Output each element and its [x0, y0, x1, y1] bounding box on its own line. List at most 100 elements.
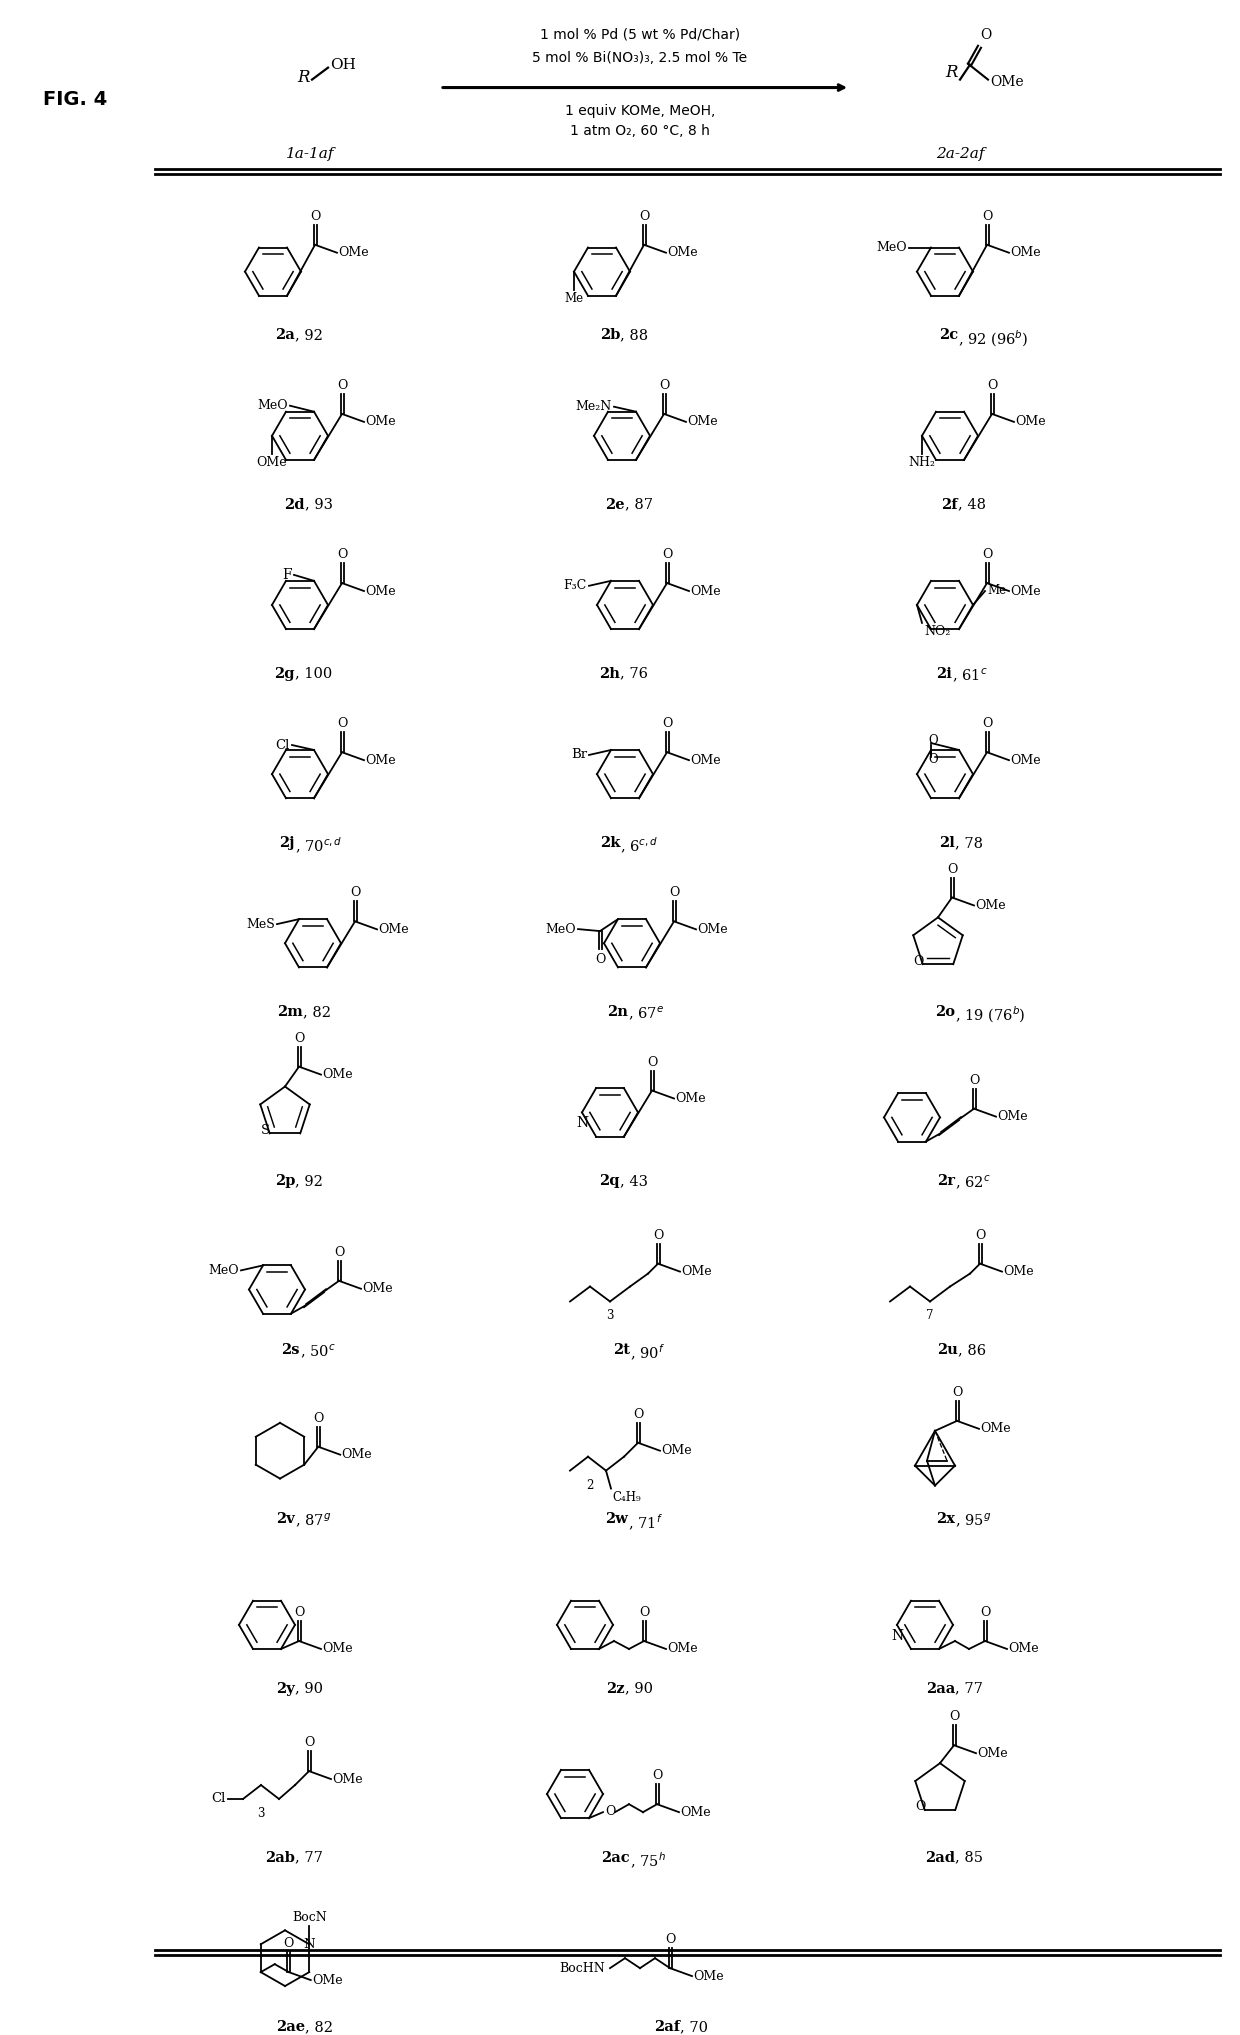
Text: O: O — [980, 1606, 991, 1620]
Text: O: O — [337, 547, 347, 562]
Text: OMe: OMe — [365, 584, 396, 598]
Text: O: O — [605, 1805, 615, 1817]
Text: OMe: OMe — [341, 1449, 372, 1461]
Text: O: O — [913, 954, 924, 969]
Text: O: O — [334, 1245, 345, 1260]
Text: 2s: 2s — [281, 1343, 300, 1357]
Text: O: O — [595, 952, 605, 967]
Text: O: O — [975, 1229, 986, 1241]
Text: NH₂: NH₂ — [909, 456, 935, 468]
Text: O: O — [294, 1606, 304, 1620]
Text: , 67$^e$: , 67$^e$ — [627, 1005, 663, 1024]
Text: 2t: 2t — [613, 1343, 630, 1357]
Text: NO₂: NO₂ — [924, 625, 950, 637]
Text: 2l: 2l — [939, 836, 955, 851]
Text: OMe: OMe — [1011, 584, 1040, 598]
Text: F: F — [283, 568, 291, 582]
Text: BocN: BocN — [291, 1911, 326, 1925]
Text: , 75$^h$: , 75$^h$ — [630, 1850, 666, 1870]
Text: 2g: 2g — [274, 667, 295, 680]
Text: O: O — [949, 1709, 960, 1724]
Text: O: O — [952, 1386, 962, 1398]
Text: N: N — [890, 1628, 903, 1642]
Text: 2f: 2f — [941, 497, 959, 511]
Text: 2o: 2o — [935, 1005, 955, 1020]
Text: OMe: OMe — [257, 456, 288, 468]
Text: 2m: 2m — [278, 1005, 303, 1020]
Text: OMe: OMe — [667, 246, 698, 258]
Text: , 100: , 100 — [295, 667, 332, 680]
Text: OMe: OMe — [667, 1642, 698, 1656]
Text: 3: 3 — [257, 1807, 265, 1819]
Text: O: O — [662, 547, 672, 562]
Text: O: O — [982, 718, 992, 731]
Text: OMe: OMe — [311, 1974, 342, 1986]
Text: OMe: OMe — [689, 753, 720, 767]
Text: 2c: 2c — [939, 328, 959, 342]
Text: , 48: , 48 — [959, 497, 986, 511]
Text: O: O — [652, 1229, 663, 1241]
Text: O: O — [312, 1412, 324, 1424]
Text: 2h: 2h — [599, 667, 620, 680]
Text: OMe: OMe — [675, 1093, 706, 1105]
Text: O: O — [284, 1937, 294, 1950]
Text: O: O — [639, 210, 650, 224]
Text: 2e: 2e — [605, 497, 625, 511]
Text: 1 mol % Pd (5 wt % Pd/Char): 1 mol % Pd (5 wt % Pd/Char) — [539, 28, 740, 43]
Text: O: O — [665, 1933, 676, 1945]
Text: 2q: 2q — [599, 1174, 620, 1188]
Text: OMe: OMe — [1011, 246, 1040, 258]
Text: O: O — [632, 1408, 644, 1420]
Text: , 6$^{c,d}$: , 6$^{c,d}$ — [620, 836, 658, 857]
Text: 2: 2 — [587, 1479, 594, 1492]
Text: 2ab: 2ab — [265, 1850, 295, 1864]
Text: OMe: OMe — [687, 415, 718, 429]
Text: OMe: OMe — [1016, 415, 1045, 429]
Text: R: R — [945, 65, 959, 81]
Text: OMe: OMe — [378, 922, 409, 936]
Text: O: O — [947, 863, 957, 875]
Text: S: S — [260, 1123, 269, 1138]
Text: O: O — [652, 1768, 662, 1783]
Text: OMe: OMe — [332, 1772, 362, 1785]
Text: O: O — [337, 718, 347, 731]
Text: 2r: 2r — [937, 1174, 955, 1188]
Text: , 50$^c$: , 50$^c$ — [300, 1343, 336, 1361]
Text: 2ad: 2ad — [925, 1850, 955, 1864]
Text: N: N — [304, 1937, 315, 1952]
Text: 7: 7 — [926, 1309, 934, 1323]
Text: FIG. 4: FIG. 4 — [43, 90, 107, 110]
Text: , 82: , 82 — [303, 1005, 331, 1020]
Text: 2a-2af: 2a-2af — [936, 147, 985, 161]
Text: OMe: OMe — [680, 1805, 711, 1819]
Text: OMe: OMe — [362, 1282, 393, 1296]
Text: 2i: 2i — [936, 667, 952, 680]
Text: Me: Me — [987, 584, 1006, 596]
Text: O: O — [968, 1074, 980, 1087]
Text: 2d: 2d — [284, 497, 305, 511]
Text: 5 mol % Bi(NO₃)₃, 2.5 mol % Te: 5 mol % Bi(NO₃)₃, 2.5 mol % Te — [532, 51, 748, 65]
Text: MeO: MeO — [258, 399, 288, 413]
Text: O: O — [658, 379, 670, 393]
Text: , 77: , 77 — [955, 1681, 983, 1695]
Text: 2af: 2af — [653, 2021, 680, 2033]
Text: MeS: MeS — [247, 918, 275, 930]
Text: , 90: , 90 — [295, 1681, 322, 1695]
Text: , 78: , 78 — [955, 836, 983, 851]
Text: OMe: OMe — [693, 1970, 724, 1982]
Text: , 85: , 85 — [955, 1850, 983, 1864]
Text: , 92: , 92 — [295, 328, 322, 342]
Text: , 77: , 77 — [295, 1850, 322, 1864]
Text: Cl: Cl — [212, 1793, 226, 1805]
Text: , 86: , 86 — [959, 1343, 986, 1357]
Text: 2ae: 2ae — [275, 2021, 305, 2033]
Text: OMe: OMe — [339, 246, 368, 258]
Text: , 62$^c$: , 62$^c$ — [955, 1174, 991, 1193]
Text: MeO: MeO — [877, 240, 906, 254]
Text: , 90: , 90 — [625, 1681, 653, 1695]
Text: 1a-1af: 1a-1af — [285, 147, 335, 161]
Text: BocHN: BocHN — [559, 1962, 605, 1974]
Text: 2j: 2j — [279, 836, 295, 851]
Text: O: O — [980, 28, 991, 43]
Text: OMe: OMe — [681, 1266, 712, 1278]
